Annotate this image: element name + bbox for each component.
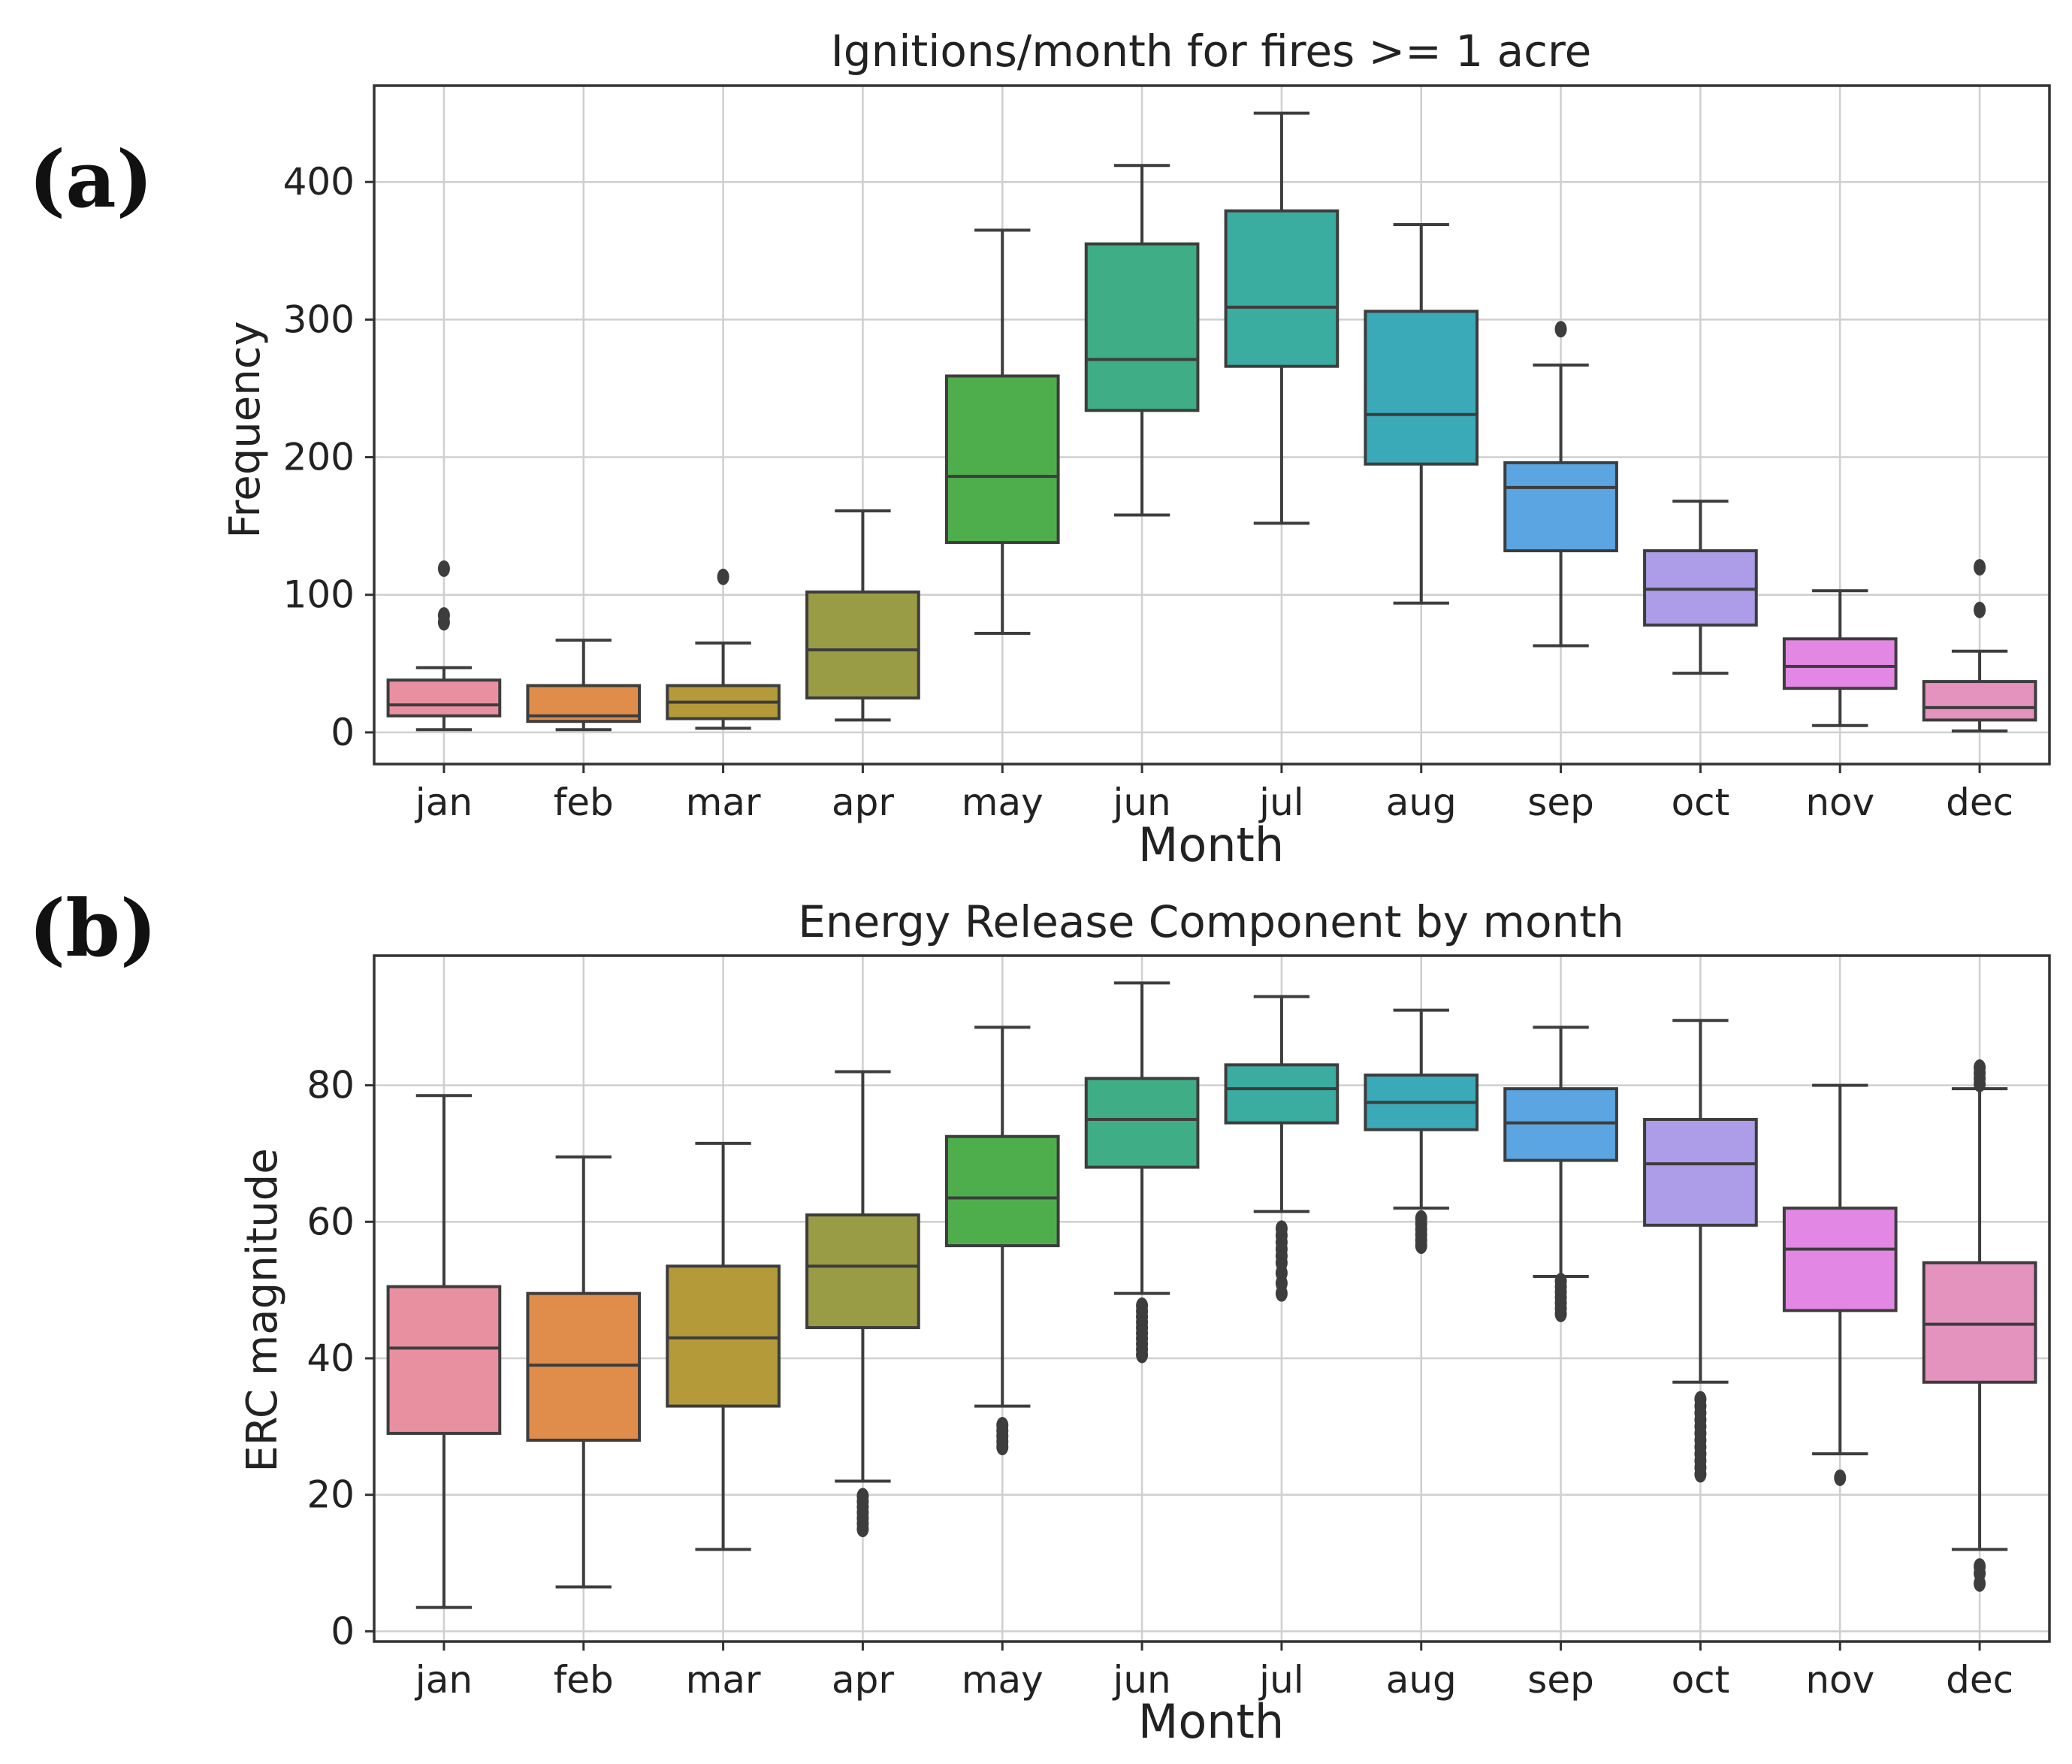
x-tick-label-jan: jan <box>415 1658 473 1702</box>
panel-a-title: Ignitions/month for fires >= 1 acre <box>831 26 1592 77</box>
x-tick-label-aug: aug <box>1386 1658 1457 1702</box>
x-tick-label-dec: dec <box>1946 781 2013 824</box>
outlier-dec <box>1974 1558 1986 1575</box>
y-tick-label: 100 <box>283 573 355 617</box>
box-jun <box>1084 1077 1200 1169</box>
outlier-jan <box>437 607 450 624</box>
panel-b-title: Energy Release Component by month <box>798 896 1624 947</box>
x-tick-label-apr: apr <box>832 781 894 824</box>
panel-b-xlabel: Month <box>1138 1694 1284 1749</box>
panel-a-plot: 0 100 200 300 400 jan feb mar apr may jun jul aug sep… <box>283 84 2051 824</box>
box-oct <box>1643 1118 1758 1227</box>
x-tick-label-feb: feb <box>554 781 614 824</box>
y-tick-label: 400 <box>283 160 355 204</box>
outlier-mar <box>717 568 729 585</box>
box-jul <box>1224 1063 1340 1125</box>
y-tick-label: 0 <box>331 1609 355 1653</box>
outlier-dec <box>1974 1059 1986 1076</box>
x-tick-label-mar: mar <box>686 1658 761 1702</box>
outlier-may <box>996 1417 1009 1434</box>
x-tick-label-sep: sep <box>1527 1658 1594 1702</box>
outlier-nov <box>1834 1469 1847 1486</box>
y-tick-label: 80 <box>307 1064 355 1107</box>
axes-frame-a <box>373 84 2051 766</box>
box-apr <box>805 591 920 700</box>
panel-b-ylabel: ERC magnitude <box>238 1148 287 1472</box>
outlier-jul <box>1275 1220 1288 1237</box>
x-tick-label-oct: oct <box>1672 1658 1730 1702</box>
x-tick-label-jun: jun <box>1112 781 1170 824</box>
box-jan <box>386 678 502 717</box>
box-dec <box>1922 1261 2037 1384</box>
x-tick-label-dec: dec <box>1946 1658 2013 1702</box>
outlier-sep <box>1554 321 1567 338</box>
x-tick-label-jan: jan <box>415 781 473 824</box>
outlier-jun <box>1136 1297 1149 1315</box>
x-tick-label-nov: nov <box>1805 1658 1874 1702</box>
x-tick-label-sep: sep <box>1527 781 1594 824</box>
outlier-aug <box>1415 1210 1427 1227</box>
x-tick-label-oct: oct <box>1672 781 1730 824</box>
outlier-oct <box>1694 1391 1707 1408</box>
y-tick-label: 300 <box>283 298 355 341</box>
outlier-jan <box>437 560 450 577</box>
x-tick-label-feb: feb <box>554 1658 614 1702</box>
panel-a-xlabel: Month <box>1138 817 1284 872</box>
box-may <box>944 374 1060 545</box>
panel-a-label: (a) <box>29 133 153 225</box>
panel-a: (a) Ignitions/month for fires >= 1 acre … <box>29 26 2051 872</box>
x-tick-label-jul: jul <box>1258 781 1303 824</box>
box-feb <box>526 1291 642 1442</box>
outlier-sep <box>1554 1273 1567 1290</box>
x-tick-label-jul: jul <box>1258 1658 1303 1702</box>
box-jul <box>1224 209 1340 368</box>
box-apr <box>805 1213 920 1330</box>
box-jan <box>386 1285 502 1435</box>
y-tick-label: 0 <box>331 711 355 754</box>
panel-b: (b) Energy Release Component by month ER… <box>29 882 2051 1749</box>
outlier-dec <box>1974 601 1986 618</box>
x-tick-label-may: may <box>962 1658 1044 1702</box>
box-jun <box>1084 242 1200 412</box>
y-tick-label: 20 <box>307 1473 355 1517</box>
panel-b-label: (b) <box>29 882 157 974</box>
y-tick-label: 40 <box>307 1337 355 1380</box>
outlier-dec <box>1974 559 1986 576</box>
x-tick-label-aug: aug <box>1386 781 1457 824</box>
y-tick-label: 60 <box>307 1200 355 1243</box>
box-nov <box>1782 637 1898 690</box>
box-dec <box>1922 680 2037 722</box>
panel-b-plot: 0 20 40 60 80 jan feb mar apr may jun jul aug sep oct n… <box>307 954 2051 1702</box>
axes-frame-b <box>373 954 2051 1643</box>
box-nov <box>1782 1207 1898 1312</box>
box-sep <box>1503 1087 1618 1162</box>
outlier-apr <box>856 1488 869 1505</box>
box-aug <box>1364 310 1479 466</box>
panel-a-ylabel: Frequency <box>221 321 270 538</box>
box-mar <box>666 1264 781 1408</box>
x-tick-label-may: may <box>962 781 1044 824</box>
x-tick-label-jun: jun <box>1112 1658 1170 1702</box>
y-tick-label: 200 <box>283 436 355 479</box>
x-tick-label-nov: nov <box>1805 781 1874 824</box>
box-sep <box>1503 461 1618 553</box>
x-tick-label-mar: mar <box>686 781 761 824</box>
box-may <box>944 1134 1060 1248</box>
x-tick-label-apr: apr <box>832 1658 894 1702</box>
